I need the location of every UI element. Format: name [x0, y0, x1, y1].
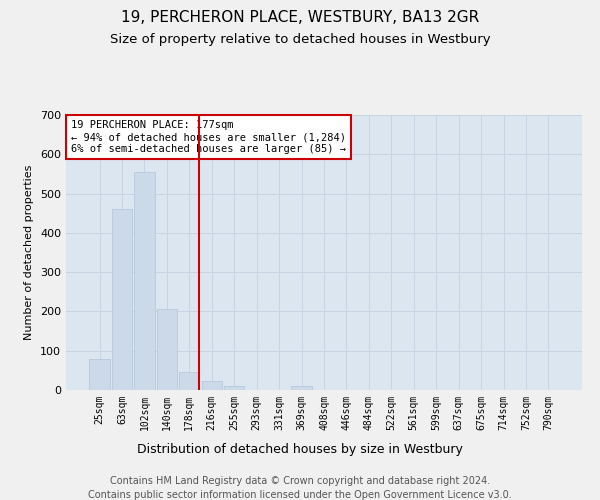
Text: Contains HM Land Registry data © Crown copyright and database right 2024.
Contai: Contains HM Land Registry data © Crown c… [88, 476, 512, 500]
Text: 19 PERCHERON PLACE: 177sqm
← 94% of detached houses are smaller (1,284)
6% of se: 19 PERCHERON PLACE: 177sqm ← 94% of deta… [71, 120, 346, 154]
Bar [157, 308, 177, 390]
Bar [202, 382, 222, 390]
Bar [89, 358, 110, 390]
Bar [112, 208, 132, 390]
Bar [224, 386, 244, 390]
Bar [292, 386, 311, 390]
Bar [134, 172, 155, 390]
Text: Size of property relative to detached houses in Westbury: Size of property relative to detached ho… [110, 32, 490, 46]
Y-axis label: Number of detached properties: Number of detached properties [25, 165, 34, 340]
Text: 19, PERCHERON PLACE, WESTBURY, BA13 2GR: 19, PERCHERON PLACE, WESTBURY, BA13 2GR [121, 10, 479, 25]
Bar [179, 372, 199, 390]
Text: Distribution of detached houses by size in Westbury: Distribution of detached houses by size … [137, 442, 463, 456]
